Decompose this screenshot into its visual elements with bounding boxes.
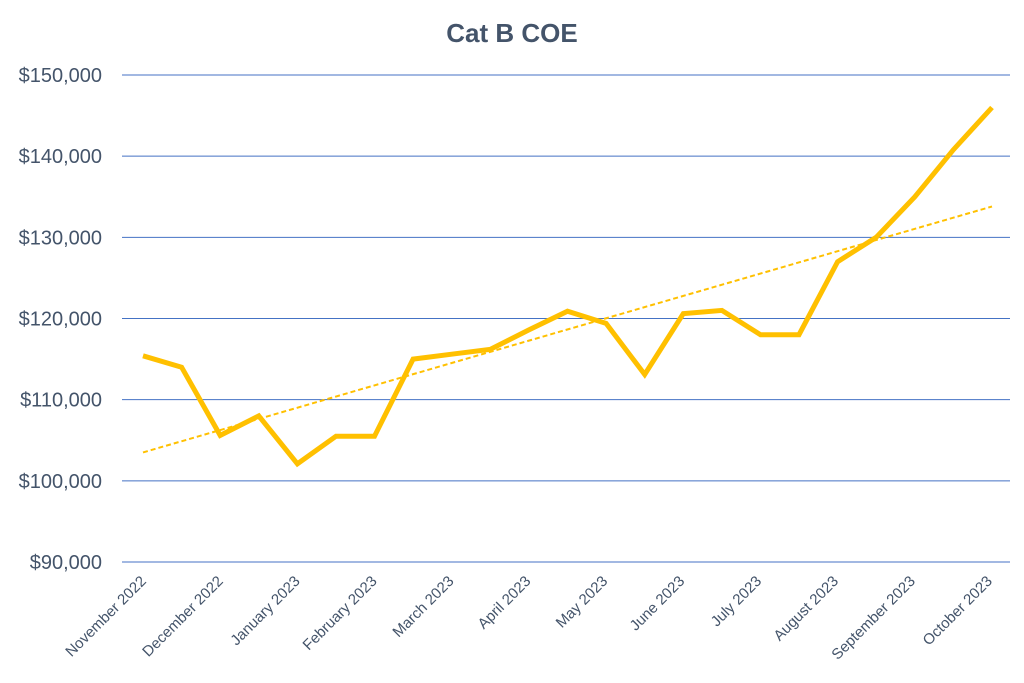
x-tick-label: February 2023: [300, 573, 381, 654]
chart-title: Cat B COE: [446, 18, 578, 48]
x-tick-label: December 2022: [139, 573, 226, 660]
x-tick-label: May 2023: [553, 573, 612, 632]
x-tick-label: July 2023: [708, 573, 765, 630]
y-tick-label: $130,000: [19, 227, 102, 249]
gridlines: [122, 74, 1010, 563]
x-tick-label: April 2023: [475, 573, 535, 633]
x-tick-label: March 2023: [389, 573, 457, 641]
y-tick-label: $110,000: [20, 390, 102, 412]
x-tick-label: September 2023: [828, 573, 918, 663]
y-tick-label: $150,000: [19, 65, 102, 87]
series-line: [142, 105, 994, 468]
y-tick-label: $120,000: [19, 309, 102, 331]
x-tick-label: November 2022: [62, 573, 149, 660]
y-tick-label: $100,000: [19, 471, 102, 493]
trendline: [142, 205, 993, 454]
y-tick-label: $90,000: [30, 552, 102, 574]
y-tick-label: $140,000: [19, 146, 102, 168]
x-tick-label: October 2023: [920, 573, 996, 649]
x-tick-label: August 2023: [770, 573, 842, 645]
x-tick-label: January 2023: [227, 573, 303, 649]
trendline-group: [142, 205, 993, 454]
x-tick-label: June 2023: [627, 573, 689, 635]
y-axis-tick-labels: $90,000 $100,000 $110,000 $120,000 $130,000 $…: [19, 65, 102, 574]
series-group: [142, 105, 994, 468]
